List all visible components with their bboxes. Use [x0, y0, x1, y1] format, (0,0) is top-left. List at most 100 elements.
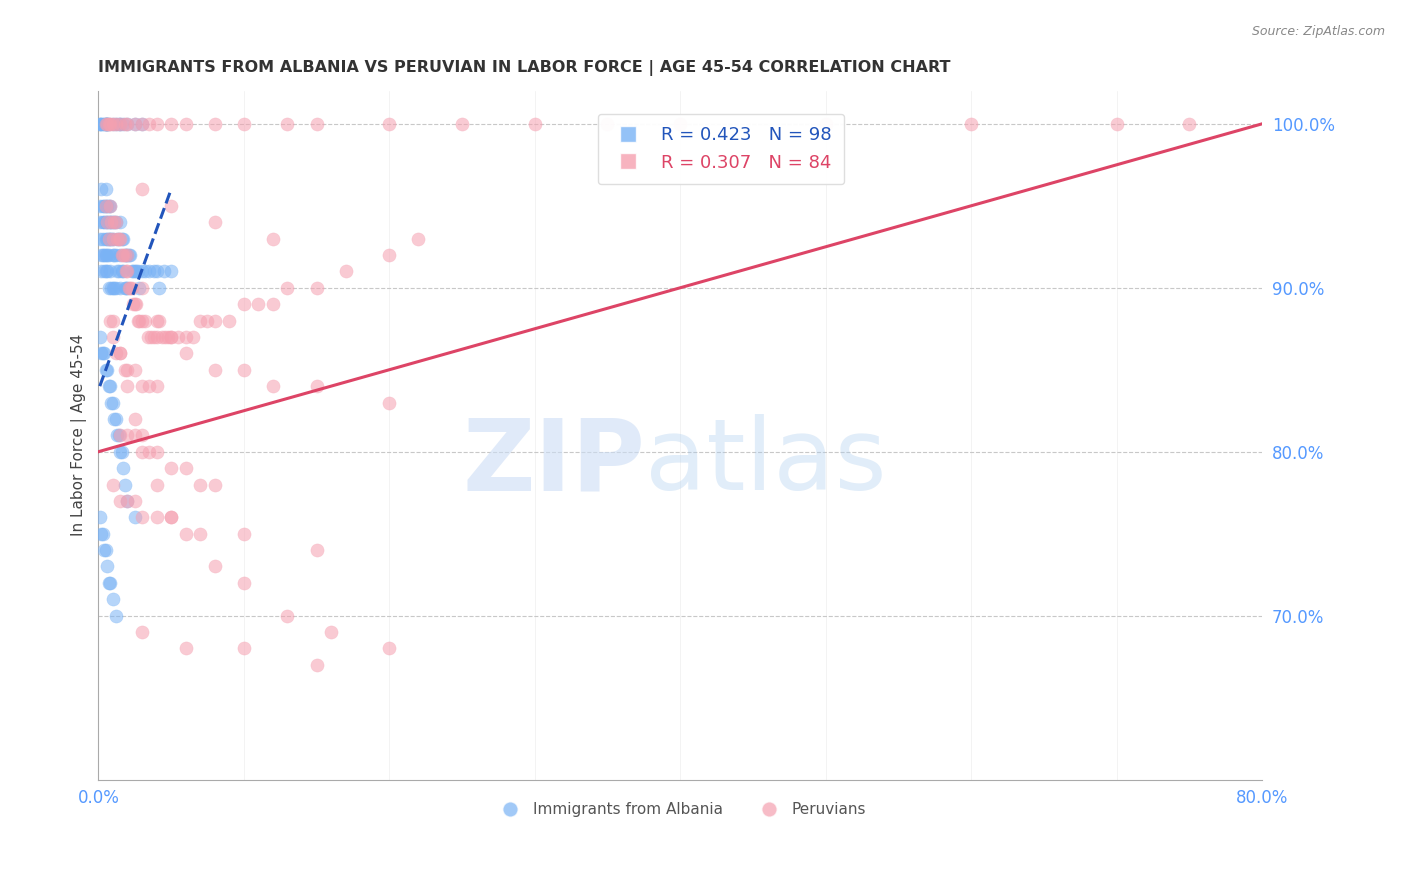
Point: [134, 264, 156, 278]
Point: [108, 346, 131, 360]
Point: [108, 248, 131, 262]
Point: [160, 264, 183, 278]
Point: [117, 117, 139, 131]
Point: [131, 264, 153, 278]
Point: [114, 248, 136, 262]
Point: [112, 248, 135, 262]
Point: [131, 117, 153, 131]
Point: [188, 313, 211, 327]
Point: [188, 477, 211, 491]
Point: [94, 248, 117, 262]
Point: [121, 281, 143, 295]
Point: [108, 444, 131, 458]
Point: [150, 330, 173, 344]
Point: [115, 264, 138, 278]
Point: [101, 231, 124, 245]
Point: [96, 117, 118, 131]
Point: [90, 117, 112, 131]
Point: [100, 395, 122, 409]
Point: [100, 281, 122, 295]
Point: [247, 297, 270, 311]
Point: [89, 117, 111, 131]
Point: [160, 510, 183, 524]
Point: [153, 264, 176, 278]
Point: [378, 395, 401, 409]
Point: [114, 281, 136, 295]
Point: [104, 117, 127, 131]
Point: [127, 313, 149, 327]
Point: [105, 428, 128, 442]
Point: [669, 117, 692, 131]
Point: [114, 117, 136, 131]
Point: [101, 330, 124, 344]
Point: [117, 248, 139, 262]
Point: [96, 559, 118, 574]
Point: [305, 657, 328, 672]
Point: [276, 281, 298, 295]
Point: [145, 477, 167, 491]
Point: [96, 117, 118, 131]
Point: [103, 248, 125, 262]
Point: [125, 297, 148, 311]
Point: [232, 526, 254, 541]
Point: [93, 215, 115, 229]
Point: [204, 477, 226, 491]
Text: IMMIGRANTS FROM ALBANIA VS PERUVIAN IN LABOR FORCE | AGE 45-54 CORRELATION CHART: IMMIGRANTS FROM ALBANIA VS PERUVIAN IN L…: [98, 60, 950, 76]
Point: [138, 444, 160, 458]
Text: Source: ZipAtlas.com: Source: ZipAtlas.com: [1251, 25, 1385, 38]
Point: [91, 215, 114, 229]
Point: [91, 199, 114, 213]
Point: [1105, 117, 1128, 131]
Point: [91, 346, 114, 360]
Point: [305, 379, 328, 393]
Point: [90, 526, 112, 541]
Point: [98, 117, 121, 131]
Point: [91, 248, 114, 262]
Point: [131, 281, 153, 295]
Point: [160, 461, 183, 475]
Point: [94, 215, 117, 229]
Point: [108, 494, 131, 508]
Point: [105, 231, 128, 245]
Point: [94, 117, 117, 131]
Point: [94, 199, 117, 213]
Point: [120, 248, 142, 262]
Point: [108, 215, 131, 229]
Point: [93, 543, 115, 558]
Point: [90, 248, 112, 262]
Point: [138, 379, 160, 393]
Point: [101, 248, 124, 262]
Point: [596, 117, 619, 131]
Point: [108, 281, 131, 295]
Point: [145, 330, 167, 344]
Point: [94, 117, 117, 131]
Point: [98, 231, 121, 245]
Point: [232, 641, 254, 656]
Point: [124, 428, 146, 442]
Point: [104, 215, 127, 229]
Point: [117, 281, 139, 295]
Point: [108, 117, 131, 131]
Point: [104, 281, 127, 295]
Point: [131, 444, 153, 458]
Point: [97, 379, 120, 393]
Point: [97, 231, 120, 245]
Point: [138, 117, 160, 131]
Point: [91, 117, 114, 131]
Point: [115, 281, 138, 295]
Point: [114, 363, 136, 377]
Point: [145, 510, 167, 524]
Point: [98, 215, 121, 229]
Point: [124, 297, 146, 311]
Point: [145, 313, 167, 327]
Point: [101, 117, 124, 131]
Point: [124, 264, 146, 278]
Point: [114, 248, 136, 262]
Point: [204, 117, 226, 131]
Point: [160, 117, 183, 131]
Point: [108, 117, 131, 131]
Point: [96, 117, 118, 131]
Point: [138, 264, 160, 278]
Point: [117, 117, 139, 131]
Point: [108, 231, 131, 245]
